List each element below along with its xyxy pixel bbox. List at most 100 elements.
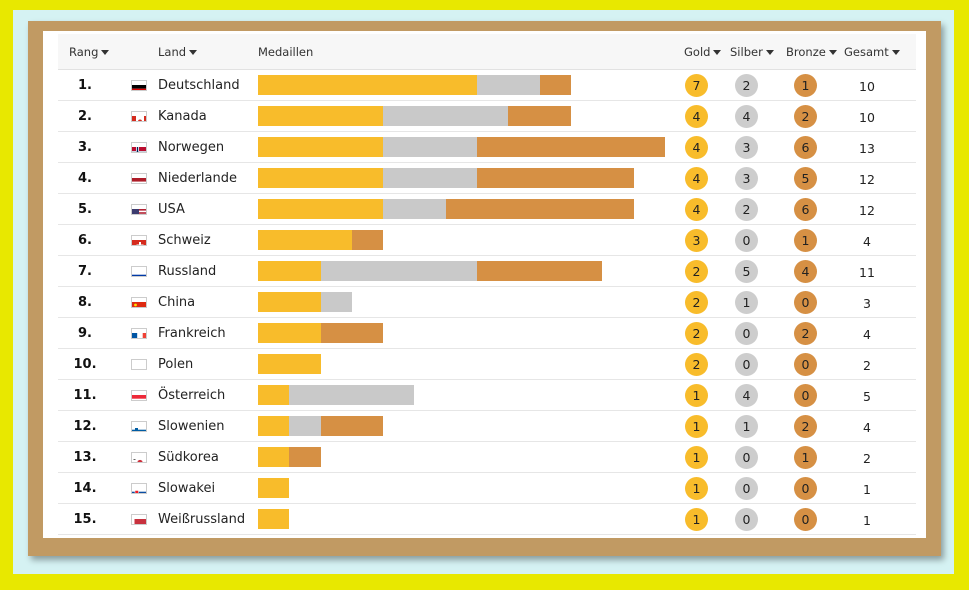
gold-segment <box>258 292 321 312</box>
rank: 4. <box>78 171 92 186</box>
bronze-segment <box>508 106 571 126</box>
belarus-flag-icon <box>131 514 147 525</box>
bronze-count: 1 <box>794 229 817 252</box>
rank: 6. <box>78 233 92 248</box>
rank: 9. <box>78 326 92 341</box>
bronze-count: 5 <box>794 167 817 190</box>
table-row: 15. Weißrussland 1 0 0 1 <box>58 504 916 535</box>
south-korea-flag-icon <box>131 452 147 463</box>
medal-bar <box>258 75 571 95</box>
sort-land-header[interactable]: Land <box>158 45 198 59</box>
table-header: Rang Land Medaillen Gold Silber Bronze G… <box>58 34 916 70</box>
silver-segment <box>383 199 446 219</box>
total-count: 4 <box>863 327 871 342</box>
poland-flag-icon <box>131 359 147 370</box>
silver-segment <box>320 261 478 281</box>
gold-segment <box>258 168 384 188</box>
total-count: 1 <box>863 482 871 497</box>
table-row: 9. Frankreich 2 0 2 4 <box>58 318 916 349</box>
silver-count: 4 <box>735 384 758 407</box>
bronze-count: 2 <box>794 322 817 345</box>
silver-count: 2 <box>735 198 758 221</box>
country-name: Niederlande <box>158 171 237 186</box>
switzerland-flag-icon <box>131 235 147 246</box>
rank: 15. <box>73 512 97 527</box>
gesamt-label: Gesamt <box>844 45 889 59</box>
netherlands-flag-icon <box>131 173 147 184</box>
bronze-count: 0 <box>794 353 817 376</box>
gold-count: 3 <box>685 229 708 252</box>
total-count: 2 <box>863 451 871 466</box>
rank: 13. <box>73 450 97 465</box>
country-name: Russland <box>158 264 217 279</box>
bronze-segment <box>351 230 384 250</box>
silver-segment <box>383 168 478 188</box>
gold-segment <box>258 261 321 281</box>
total-count: 3 <box>863 296 871 311</box>
germany-flag-icon <box>131 80 147 91</box>
rang-label: Rang <box>69 45 99 59</box>
sort-gesamt-header[interactable]: Gesamt <box>844 45 900 59</box>
medal-bar <box>258 323 384 343</box>
gold-count: 2 <box>685 291 708 314</box>
sort-bronze-header[interactable]: Bronze <box>786 45 837 59</box>
country-name: China <box>158 295 196 310</box>
rank: 11. <box>73 388 97 403</box>
sort-arrow-icon <box>189 50 198 55</box>
bronze-segment <box>320 416 384 436</box>
bronze-count: 2 <box>794 415 817 438</box>
gold-count: 4 <box>685 198 708 221</box>
country-name: Frankreich <box>158 326 226 341</box>
table-row: 10. Polen 2 0 0 2 <box>58 349 916 380</box>
silver-count: 3 <box>735 136 758 159</box>
gold-segment <box>258 447 290 467</box>
country-name: USA <box>158 202 185 217</box>
gold-segment <box>258 75 478 95</box>
sort-arrow-icon <box>891 50 900 55</box>
bronze-count: 0 <box>794 291 817 314</box>
bronze-segment <box>539 75 571 95</box>
country-name: Norwegen <box>158 140 225 155</box>
sort-gold-header[interactable]: Gold <box>684 45 722 59</box>
medal-bar <box>258 137 665 157</box>
medal-bar <box>258 292 352 312</box>
total-count: 12 <box>859 172 875 187</box>
country-name: Kanada <box>158 109 207 124</box>
gold-segment <box>258 385 290 405</box>
gold-count: 2 <box>685 260 708 283</box>
slovenia-flag-icon <box>131 421 147 432</box>
total-count: 5 <box>863 389 871 404</box>
table-row: 14. Slowakei 1 0 0 1 <box>58 473 916 504</box>
austria-flag-icon <box>131 390 147 401</box>
country-name: Slowenien <box>158 419 225 434</box>
silver-count: 5 <box>735 260 758 283</box>
canada-flag-icon <box>131 111 147 122</box>
silver-count: 0 <box>735 353 758 376</box>
bronze-count: 0 <box>794 384 817 407</box>
medal-bar <box>258 509 290 529</box>
sort-silber-header[interactable]: Silber <box>730 45 774 59</box>
silver-count: 0 <box>735 322 758 345</box>
gold-count: 1 <box>685 415 708 438</box>
country-name: Polen <box>158 357 194 372</box>
sort-arrow-icon <box>101 50 110 55</box>
rank: 14. <box>73 481 97 496</box>
table-row: 5. USA 4 2 6 12 <box>58 194 916 225</box>
gold-count: 1 <box>685 384 708 407</box>
medal-bar <box>258 447 321 467</box>
bronze-count: 2 <box>794 105 817 128</box>
silver-segment <box>477 75 540 95</box>
sort-rang-header[interactable]: Rang <box>69 45 110 59</box>
medal-bar <box>258 230 384 250</box>
bronze-count: 0 <box>794 477 817 500</box>
rank: 12. <box>73 419 97 434</box>
gold-count: 1 <box>685 508 708 531</box>
bronze-count: 0 <box>794 508 817 531</box>
rank: 5. <box>78 202 92 217</box>
gold-count: 1 <box>685 446 708 469</box>
silver-count: 0 <box>735 229 758 252</box>
gold-segment <box>258 199 384 219</box>
bronze-segment <box>477 261 603 281</box>
rank: 10. <box>73 357 97 372</box>
total-count: 2 <box>863 358 871 373</box>
